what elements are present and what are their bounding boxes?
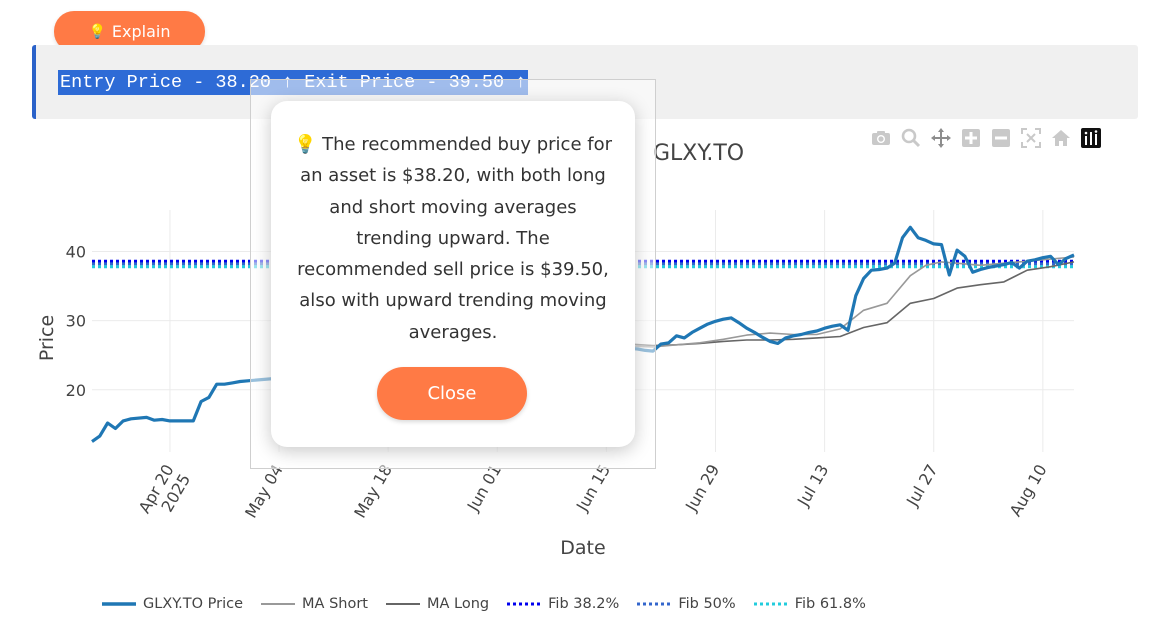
explanation-modal: 💡 The recommended buy price for an asset… [271,101,635,447]
x-tick-label: Jul 27 [902,461,941,510]
legend-swatch [385,603,420,605]
series-line-glxy-to-price [91,225,1075,443]
x-tick-label: May 18 [350,461,396,521]
series-line-ma-short [629,256,1075,348]
x-tick-label: Jun 01 [463,461,505,515]
reset-axes-icon[interactable] [1046,125,1076,151]
zoom-out-icon[interactable] [986,125,1016,151]
legend-label: MA Short [302,596,368,612]
explain-button-label: Explain [111,22,171,41]
lightbulb-icon: 💡 [293,134,317,155]
x-tick-label: Aug 10 [1006,461,1051,520]
legend-item[interactable]: Fib 50% [635,596,736,612]
svg-text:May 18: May 18 [350,461,396,521]
modal-text: 💡 The recommended buy price for an asset… [291,129,615,348]
svg-text:Jul 27: Jul 27 [902,461,941,510]
lightbulb-icon: 💡 [88,23,106,40]
series-line-ma-long [629,261,1075,347]
x-axis-title: Date [560,537,605,559]
legend-swatch [507,602,542,606]
legend-label: MA Long [426,596,490,612]
y-tick-label: 30 [66,312,86,331]
legend-label: GLXY.TO Price [143,596,244,612]
x-tick-label: Jun 15 [572,461,614,515]
pan-icon[interactable] [926,125,956,151]
legend-item[interactable]: GLXY.TO Price [100,596,243,612]
svg-text:Aug 10: Aug 10 [1006,461,1051,520]
legend-label: Fib 50% [678,596,736,612]
x-tick-label: May 04 [241,461,287,521]
legend-item[interactable]: Fib 61.8% [752,596,866,612]
svg-text:Jun 15: Jun 15 [572,461,614,515]
legend-swatch [753,602,788,606]
chart-legend: GLXY.TO Price MA Short MA Long Fib 38.2% Fib… [100,596,866,612]
legend-item[interactable]: Fib 38.2% [505,596,619,612]
y-tick-label: 40 [66,242,86,261]
svg-text:Jun 29: Jun 29 [681,461,723,515]
plot-title: GLXY.TO [653,141,745,166]
legend-swatch [102,602,136,606]
y-tick-label: 20 [66,381,86,400]
plot-modebar [866,125,1106,151]
x-tick-label: Jul 13 [793,461,832,510]
legend-item[interactable]: MA Short [259,596,368,612]
x-tick-label: Jun 29 [681,461,723,515]
autoscale-icon[interactable] [1016,125,1046,151]
svg-text:Jun 01: Jun 01 [463,461,505,515]
svg-text:Jul 13: Jul 13 [793,461,832,510]
legend-item[interactable]: MA Long [384,596,489,612]
legend-swatch [637,602,672,606]
svg-text:May 04: May 04 [241,461,287,521]
legend-label: Fib 61.8% [794,596,866,612]
plotly-logo-icon[interactable] [1076,125,1106,151]
zoom-in-icon[interactable] [956,125,986,151]
legend-swatch [261,603,296,605]
camera-icon[interactable] [866,125,896,151]
close-button[interactable]: Close [377,367,527,420]
y-axis-title: Price [36,315,58,361]
modal-message: The recommended buy price for an asset i… [297,134,613,343]
legend-label: Fib 38.2% [548,596,620,612]
zoom-icon[interactable] [896,125,926,151]
